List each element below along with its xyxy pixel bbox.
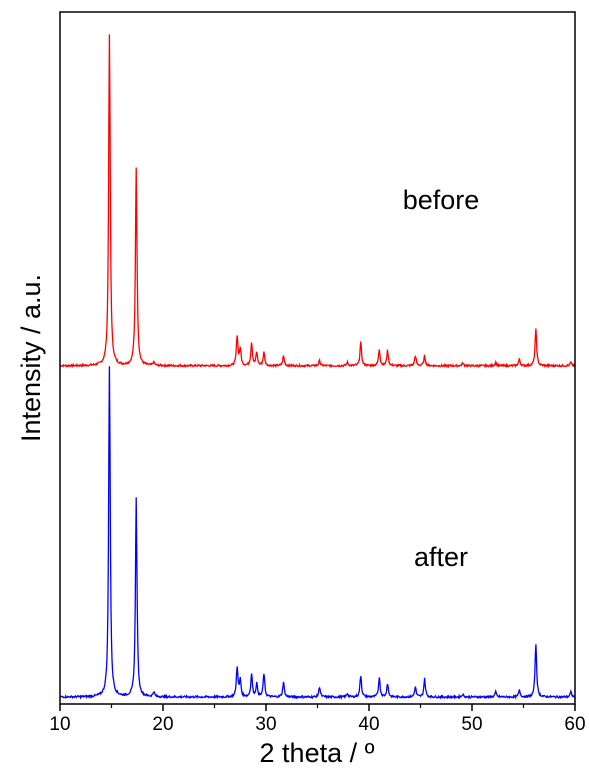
series-line-after [59,366,576,701]
x-tick-label: 30 [255,714,276,735]
series-curves [59,34,576,701]
x-tick-label: 50 [461,714,482,735]
x-tick-label: 40 [358,714,379,735]
x-axis-ticks: 10 20 30 40 50 60 [49,704,586,735]
x-tick-label: 60 [564,714,585,735]
x-axis-label: 2 theta / º [260,738,375,768]
series-label-after: after [414,542,468,572]
plot-frame [59,11,576,705]
series-label-before: before [403,185,480,215]
series-line-before [59,34,576,369]
x-tick-label: 10 [49,714,70,735]
y-axis-label: Intensity / a.u. [16,274,46,442]
x-tick-label: 20 [152,714,173,735]
